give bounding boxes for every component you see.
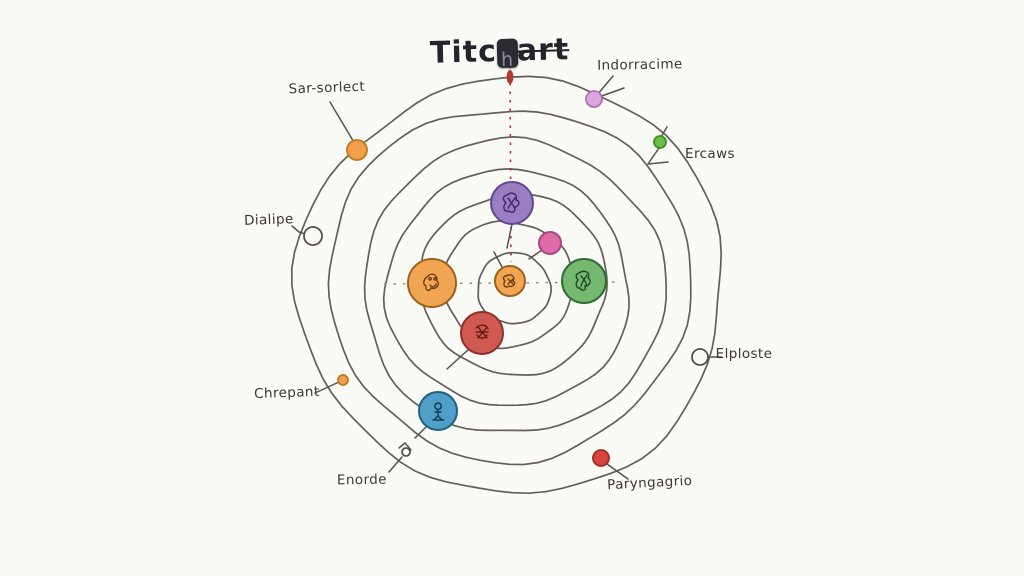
- diagram-title: Titc hart: [430, 32, 570, 71]
- title-redaction-glyph: h: [500, 48, 515, 71]
- node-purple-doodle-icon: [502, 192, 520, 213]
- label-enorde: Enorde: [337, 472, 387, 489]
- label-indorracime: Indorracime: [597, 56, 683, 73]
- enorde-marker: [401, 447, 411, 457]
- node-orange-center-doodle-icon: [502, 274, 516, 288]
- paryngagrio-dot: [592, 449, 610, 467]
- sar-sorlect-dot: [346, 139, 368, 161]
- axis-red-blob: [506, 70, 514, 84]
- label-elploste: Elploste: [716, 346, 773, 362]
- stem-line-4: [446, 348, 470, 370]
- chrepant-dot: [337, 374, 349, 386]
- stem-line-2: [493, 251, 503, 268]
- label-dialipe-connector: [291, 225, 306, 235]
- node-orange-left: [407, 258, 457, 308]
- dialipe-dot: [303, 226, 323, 246]
- elploste-dot: [691, 348, 709, 366]
- stem-line-3: [528, 249, 543, 260]
- ercaws-dot: [653, 135, 667, 149]
- label-enorde-connector: [388, 456, 403, 473]
- node-orange-left-doodle-icon: [423, 273, 440, 292]
- stem-line-6: [660, 126, 668, 138]
- stem-line-1: [506, 223, 513, 249]
- label-chrepant: Chrepant: [254, 384, 320, 402]
- stem-line-5: [414, 425, 428, 439]
- node-green: [561, 258, 607, 304]
- label-ercaws-connector: [647, 147, 669, 165]
- node-blue-doodle-icon: [432, 402, 445, 421]
- orbit-ring-6: [327, 110, 692, 466]
- title-redaction-box: h: [496, 38, 519, 71]
- label-ercaws: Ercaws: [685, 146, 735, 162]
- label-sar-sorlect: Sar-sorlect: [288, 79, 365, 98]
- label-chrepant-connector: [314, 381, 340, 394]
- stem-line-8: [404, 442, 412, 451]
- label-paryngagrio: Paryngagrio: [607, 473, 693, 493]
- node-red-doodle-icon: [475, 324, 489, 339]
- indorracime-dot: [585, 90, 603, 108]
- stem-line-7: [398, 442, 406, 449]
- node-pink: [538, 231, 562, 255]
- orbit-ring-5: [363, 136, 668, 432]
- title-suffix: art: [516, 32, 570, 69]
- label-indorracime-connector: [596, 75, 614, 96]
- label-paryngagrio-connector: [606, 463, 629, 480]
- orbit-ring-7: [290, 75, 723, 495]
- title-prefix: Titc: [429, 34, 498, 71]
- node-green-doodle-icon: [575, 270, 591, 291]
- orbit-ring-4: [382, 168, 630, 407]
- label-sar-sorlect-connector: [329, 101, 356, 145]
- label-indorracime-connector-2: [598, 87, 625, 98]
- label-dialipe: Dialipe: [244, 211, 294, 229]
